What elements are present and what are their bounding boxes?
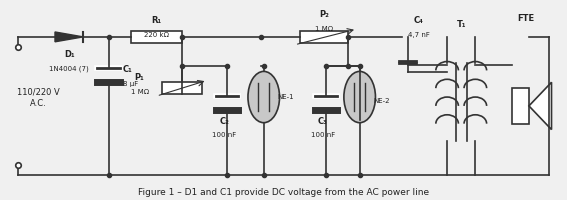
- Text: Figure 1 – D1 and C1 provide DC voltage from the AC power line: Figure 1 – D1 and C1 provide DC voltage …: [138, 188, 429, 197]
- Text: C₄: C₄: [414, 16, 424, 25]
- Text: NE-2: NE-2: [374, 98, 390, 104]
- Text: 1 MΩ: 1 MΩ: [315, 26, 333, 32]
- Text: R₁: R₁: [151, 16, 162, 25]
- Text: NE-1: NE-1: [278, 94, 294, 100]
- FancyBboxPatch shape: [301, 31, 348, 43]
- Text: 1 MΩ: 1 MΩ: [130, 89, 149, 95]
- Bar: [512, 88, 529, 124]
- Ellipse shape: [248, 71, 280, 123]
- Text: D₁: D₁: [64, 50, 74, 59]
- Text: 100 nF: 100 nF: [212, 132, 236, 138]
- FancyBboxPatch shape: [131, 31, 182, 43]
- Polygon shape: [55, 32, 83, 42]
- Text: 4,7 nF: 4,7 nF: [408, 32, 430, 38]
- Text: 110/220 V
A.C.: 110/220 V A.C.: [16, 87, 60, 108]
- FancyBboxPatch shape: [162, 82, 202, 94]
- Text: C₂: C₂: [219, 117, 229, 126]
- Text: P₂: P₂: [319, 10, 329, 19]
- Text: 100 nF: 100 nF: [311, 132, 335, 138]
- Text: 1N4004 (7): 1N4004 (7): [49, 65, 89, 72]
- Ellipse shape: [344, 71, 375, 123]
- Polygon shape: [529, 82, 552, 130]
- Text: C₃: C₃: [318, 117, 328, 126]
- Text: P₁: P₁: [135, 73, 145, 82]
- Text: FTE: FTE: [518, 14, 535, 23]
- Text: C₁: C₁: [122, 65, 133, 74]
- Text: 8 μF: 8 μF: [122, 81, 138, 87]
- Text: T₁: T₁: [456, 20, 466, 29]
- Text: 220 kΩ: 220 kΩ: [144, 32, 169, 38]
